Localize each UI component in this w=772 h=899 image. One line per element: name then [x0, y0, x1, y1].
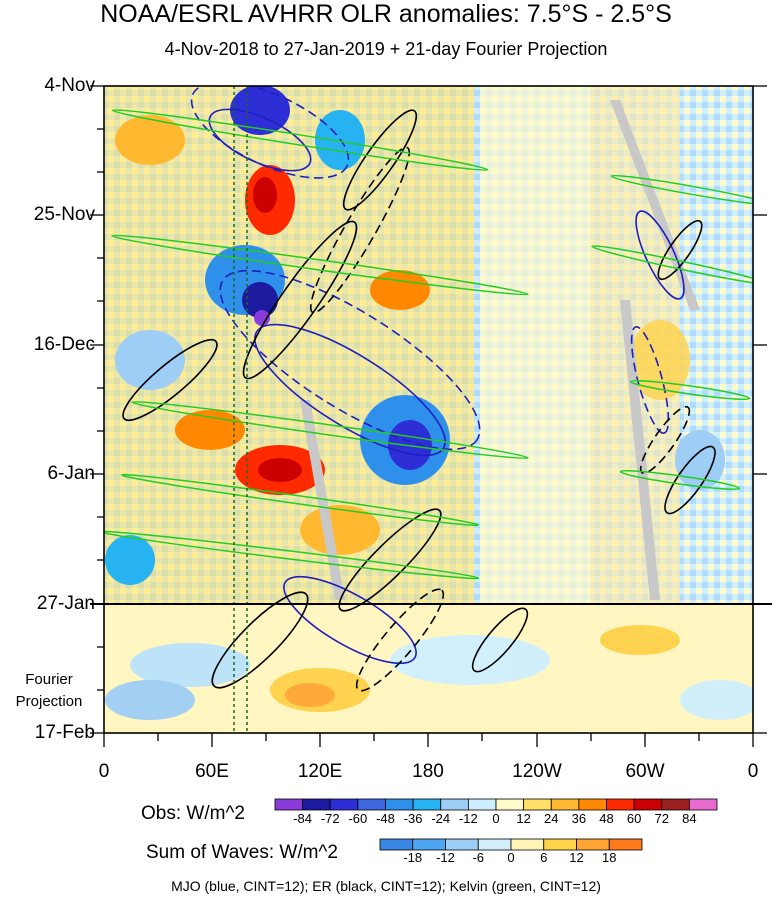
y-tick-label: 17-Feb — [34, 722, 95, 743]
colorbar-swatch — [357, 798, 386, 811]
x-tick-label: 60E — [195, 761, 229, 782]
colorbar-swatch — [495, 798, 525, 811]
projection-label-line1: Fourier — [25, 671, 73, 688]
colorbar-swatch — [578, 798, 607, 811]
waves-colorbar — [379, 838, 643, 851]
y-axis-ticks — [90, 85, 767, 734]
colorbar-swatch — [661, 798, 690, 811]
colorbar-swatch — [510, 838, 545, 851]
projection-label-line2: Projection — [15, 693, 83, 710]
missing-data-bands — [300, 100, 700, 600]
colorbar-tick-label: 36 — [571, 811, 587, 826]
colorbar-swatch — [440, 798, 469, 811]
colorbar-tick-label: 84 — [682, 811, 697, 826]
colorbar-tick-label: 0 — [507, 850, 515, 865]
colorbar-tick-label: 12 — [569, 850, 584, 865]
colorbar-swatch — [543, 838, 577, 851]
colorbar-tick-label: -84 — [293, 811, 313, 826]
colorbar-swatch — [412, 838, 446, 851]
colorbar-swatch — [385, 798, 414, 811]
kelvin-contours — [104, 109, 753, 580]
colorbar-tick-label: -18 — [403, 850, 423, 865]
colorbar-tick-label: -12 — [436, 850, 455, 865]
y-tick-label: 27-Jan — [36, 593, 95, 614]
colorbar-swatch — [445, 838, 479, 851]
x-tick-label: 0 — [747, 761, 759, 782]
colorbar-swatch — [633, 798, 663, 811]
colorbar-tick-label: 48 — [599, 811, 614, 826]
colorbar-swatch — [412, 798, 442, 811]
y-tick-label: 25-Nov — [33, 204, 95, 225]
legend-footer: MJO (blue, CINT=12); ER (black, CINT=12)… — [171, 878, 601, 894]
x-tick-label: 60W — [625, 761, 665, 782]
colorbar-tick-label: 60 — [626, 811, 642, 826]
colorbar-tick-label: 72 — [654, 811, 669, 826]
colorbar-swatch — [608, 838, 643, 851]
y-tick-label: 4-Nov — [44, 75, 95, 96]
colorbar-swatch — [576, 838, 610, 851]
colorbar-swatch — [302, 798, 331, 811]
colorbar-tick-label: 24 — [544, 811, 559, 826]
chart-title: NOAA/ESRL AVHRR OLR anomalies: 7.5°S - 2… — [100, 0, 672, 28]
colorbar-tick-label: -72 — [320, 811, 340, 826]
x-tick-label: 120W — [512, 761, 562, 782]
colorbar-tick-label: 6 — [540, 850, 548, 865]
colorbar-swatch — [606, 798, 635, 811]
colorbar-tick-label: -12 — [458, 811, 478, 826]
colorbar-swatch — [467, 798, 497, 811]
y-tick-label: 6-Jan — [47, 463, 95, 484]
chart-subtitle: 4-Nov-2018 to 27-Jan-2019 + 21-day Fouri… — [164, 39, 608, 59]
er-contours — [122, 109, 716, 692]
colorbar-tick-label: -60 — [348, 811, 368, 826]
colorbar-tick-label: -36 — [403, 811, 423, 826]
x-tick-label: 180 — [412, 761, 444, 782]
colorbar-swatch — [379, 838, 414, 851]
y-tick-label: 16-Dec — [33, 334, 95, 355]
mjo-contours — [190, 86, 685, 665]
colorbar-swatch — [477, 838, 512, 851]
colorbar-swatch — [688, 798, 718, 811]
obs-anomaly-blobs — [104, 86, 725, 604]
colorbar-swatch — [329, 798, 359, 811]
colorbar-tick-label: 18 — [602, 850, 617, 865]
colorbar-tick-label: -48 — [376, 811, 395, 826]
x-tick-label: 120E — [297, 761, 343, 782]
colorbar-swatch — [274, 798, 304, 811]
colorbar-swatch — [550, 798, 580, 811]
obs-colorbar — [274, 798, 718, 811]
colorbar-swatch — [523, 798, 552, 811]
colorbar-tick-label: -6 — [472, 850, 485, 865]
obs-colorbar-title: Obs: W/m^2 — [141, 803, 245, 824]
colorbar-tick-label: -24 — [431, 811, 451, 826]
waves-colorbar-title: Sum of Waves: W/m^2 — [146, 842, 338, 863]
x-axis-ticks — [103, 733, 754, 747]
x-tick-label: 0 — [98, 761, 110, 782]
colorbar-tick-label: 0 — [492, 811, 500, 826]
colorbar-tick-label: 12 — [516, 811, 531, 826]
